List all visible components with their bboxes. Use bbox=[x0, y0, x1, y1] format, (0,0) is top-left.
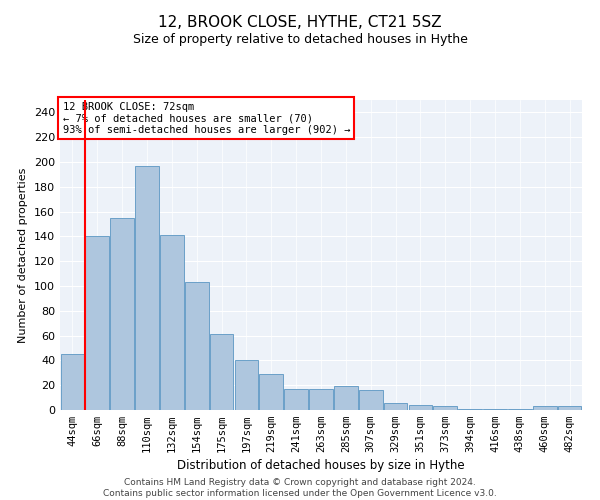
X-axis label: Distribution of detached houses by size in Hythe: Distribution of detached houses by size … bbox=[177, 460, 465, 472]
Bar bbox=[284, 389, 308, 410]
Bar bbox=[160, 235, 184, 410]
Text: Contains HM Land Registry data © Crown copyright and database right 2024.
Contai: Contains HM Land Registry data © Crown c… bbox=[103, 478, 497, 498]
Bar bbox=[259, 374, 283, 410]
Bar bbox=[334, 386, 358, 410]
Bar bbox=[359, 390, 383, 410]
Text: 12 BROOK CLOSE: 72sqm
← 7% of detached houses are smaller (70)
93% of semi-detac: 12 BROOK CLOSE: 72sqm ← 7% of detached h… bbox=[62, 102, 350, 134]
Bar bbox=[558, 406, 581, 410]
Bar bbox=[458, 409, 482, 410]
Bar bbox=[235, 360, 258, 410]
Bar bbox=[210, 334, 233, 410]
Text: Size of property relative to detached houses in Hythe: Size of property relative to detached ho… bbox=[133, 32, 467, 46]
Bar bbox=[110, 218, 134, 410]
Bar bbox=[433, 406, 457, 410]
Bar bbox=[85, 236, 109, 410]
Text: 12, BROOK CLOSE, HYTHE, CT21 5SZ: 12, BROOK CLOSE, HYTHE, CT21 5SZ bbox=[158, 15, 442, 30]
Bar bbox=[185, 282, 209, 410]
Y-axis label: Number of detached properties: Number of detached properties bbox=[19, 168, 28, 342]
Bar bbox=[533, 406, 557, 410]
Bar bbox=[309, 389, 333, 410]
Bar bbox=[61, 354, 84, 410]
Bar bbox=[483, 409, 507, 410]
Bar bbox=[384, 402, 407, 410]
Bar bbox=[508, 409, 532, 410]
Bar bbox=[409, 405, 432, 410]
Bar bbox=[135, 166, 159, 410]
